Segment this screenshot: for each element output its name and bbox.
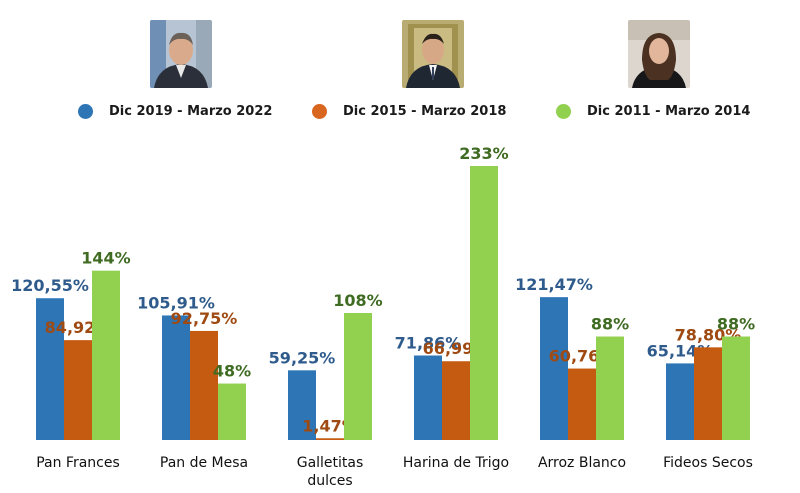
- bar-2-6: [694, 347, 722, 440]
- data-label-1-2: 105,91%: [137, 293, 215, 312]
- bar-1-1: [36, 298, 64, 440]
- data-label-3-2: 48%: [213, 362, 251, 381]
- president-photo-1: [150, 20, 212, 88]
- legend-dot-blue: [78, 104, 93, 119]
- bar-3-6: [722, 336, 750, 440]
- category-label-3-line-1: Galletitas: [297, 455, 364, 471]
- president-photo-3: [628, 20, 690, 88]
- bar-2-4: [442, 361, 470, 440]
- data-label-2-2: 92,75%: [171, 309, 238, 328]
- legend-item-series-1: Dic 2019 - Marzo 2022: [78, 104, 272, 119]
- category-label-1: Pan Frances: [36, 455, 120, 471]
- category-label-3-line-2: dulces: [307, 473, 352, 489]
- bar-2-5: [568, 368, 596, 440]
- legend-item-series-3: Dic 2011 - Marzo 2014: [556, 104, 750, 119]
- category-label-5: Arroz Blanco: [538, 455, 626, 471]
- legend-dot-green: [556, 104, 571, 119]
- bar-3-1: [92, 270, 120, 440]
- data-label-1-3: 59,25%: [269, 348, 336, 367]
- bar-1-2: [162, 315, 190, 440]
- bar-2-2: [190, 330, 218, 440]
- legend-item-series-2: Dic 2015 - Marzo 2018: [312, 104, 506, 119]
- bar-1-5: [540, 297, 568, 440]
- bar-1-6: [666, 363, 694, 440]
- category-label-6: Fideos Secos: [663, 455, 753, 471]
- legend-dot-orange: [312, 104, 327, 119]
- president-photo-2: [402, 20, 464, 88]
- category-label-2: Pan de Mesa: [160, 455, 248, 471]
- bar-1-4: [414, 355, 442, 440]
- data-label-3-4: 233%: [459, 144, 508, 163]
- bar-3-5: [596, 336, 624, 440]
- legend-label-series-1: Dic 2019 - Marzo 2022: [109, 104, 273, 119]
- bar-3-4: [470, 166, 498, 440]
- bar-2-3: [316, 438, 344, 440]
- bar-1-3: [288, 370, 316, 440]
- data-label-3-6: 88%: [717, 315, 755, 334]
- bar-3-2: [218, 383, 246, 440]
- category-label-4: Harina de Trigo: [403, 455, 509, 471]
- legend-label-series-3: Dic 2011 - Marzo 2014: [587, 104, 751, 119]
- data-label-3-3: 108%: [333, 291, 382, 310]
- legend-label-series-2: Dic 2015 - Marzo 2018: [343, 104, 507, 119]
- bar-2-1: [64, 340, 92, 440]
- data-label-3-5: 88%: [591, 315, 629, 334]
- data-label-1-4: 71,86%: [395, 333, 462, 352]
- data-label-2-3: 1,47%: [302, 416, 358, 435]
- data-label-1-5: 121,47%: [515, 275, 593, 294]
- data-label-3-1: 144%: [81, 249, 130, 268]
- bar-3-3: [344, 312, 372, 440]
- data-label-1-1: 120,55%: [11, 276, 89, 295]
